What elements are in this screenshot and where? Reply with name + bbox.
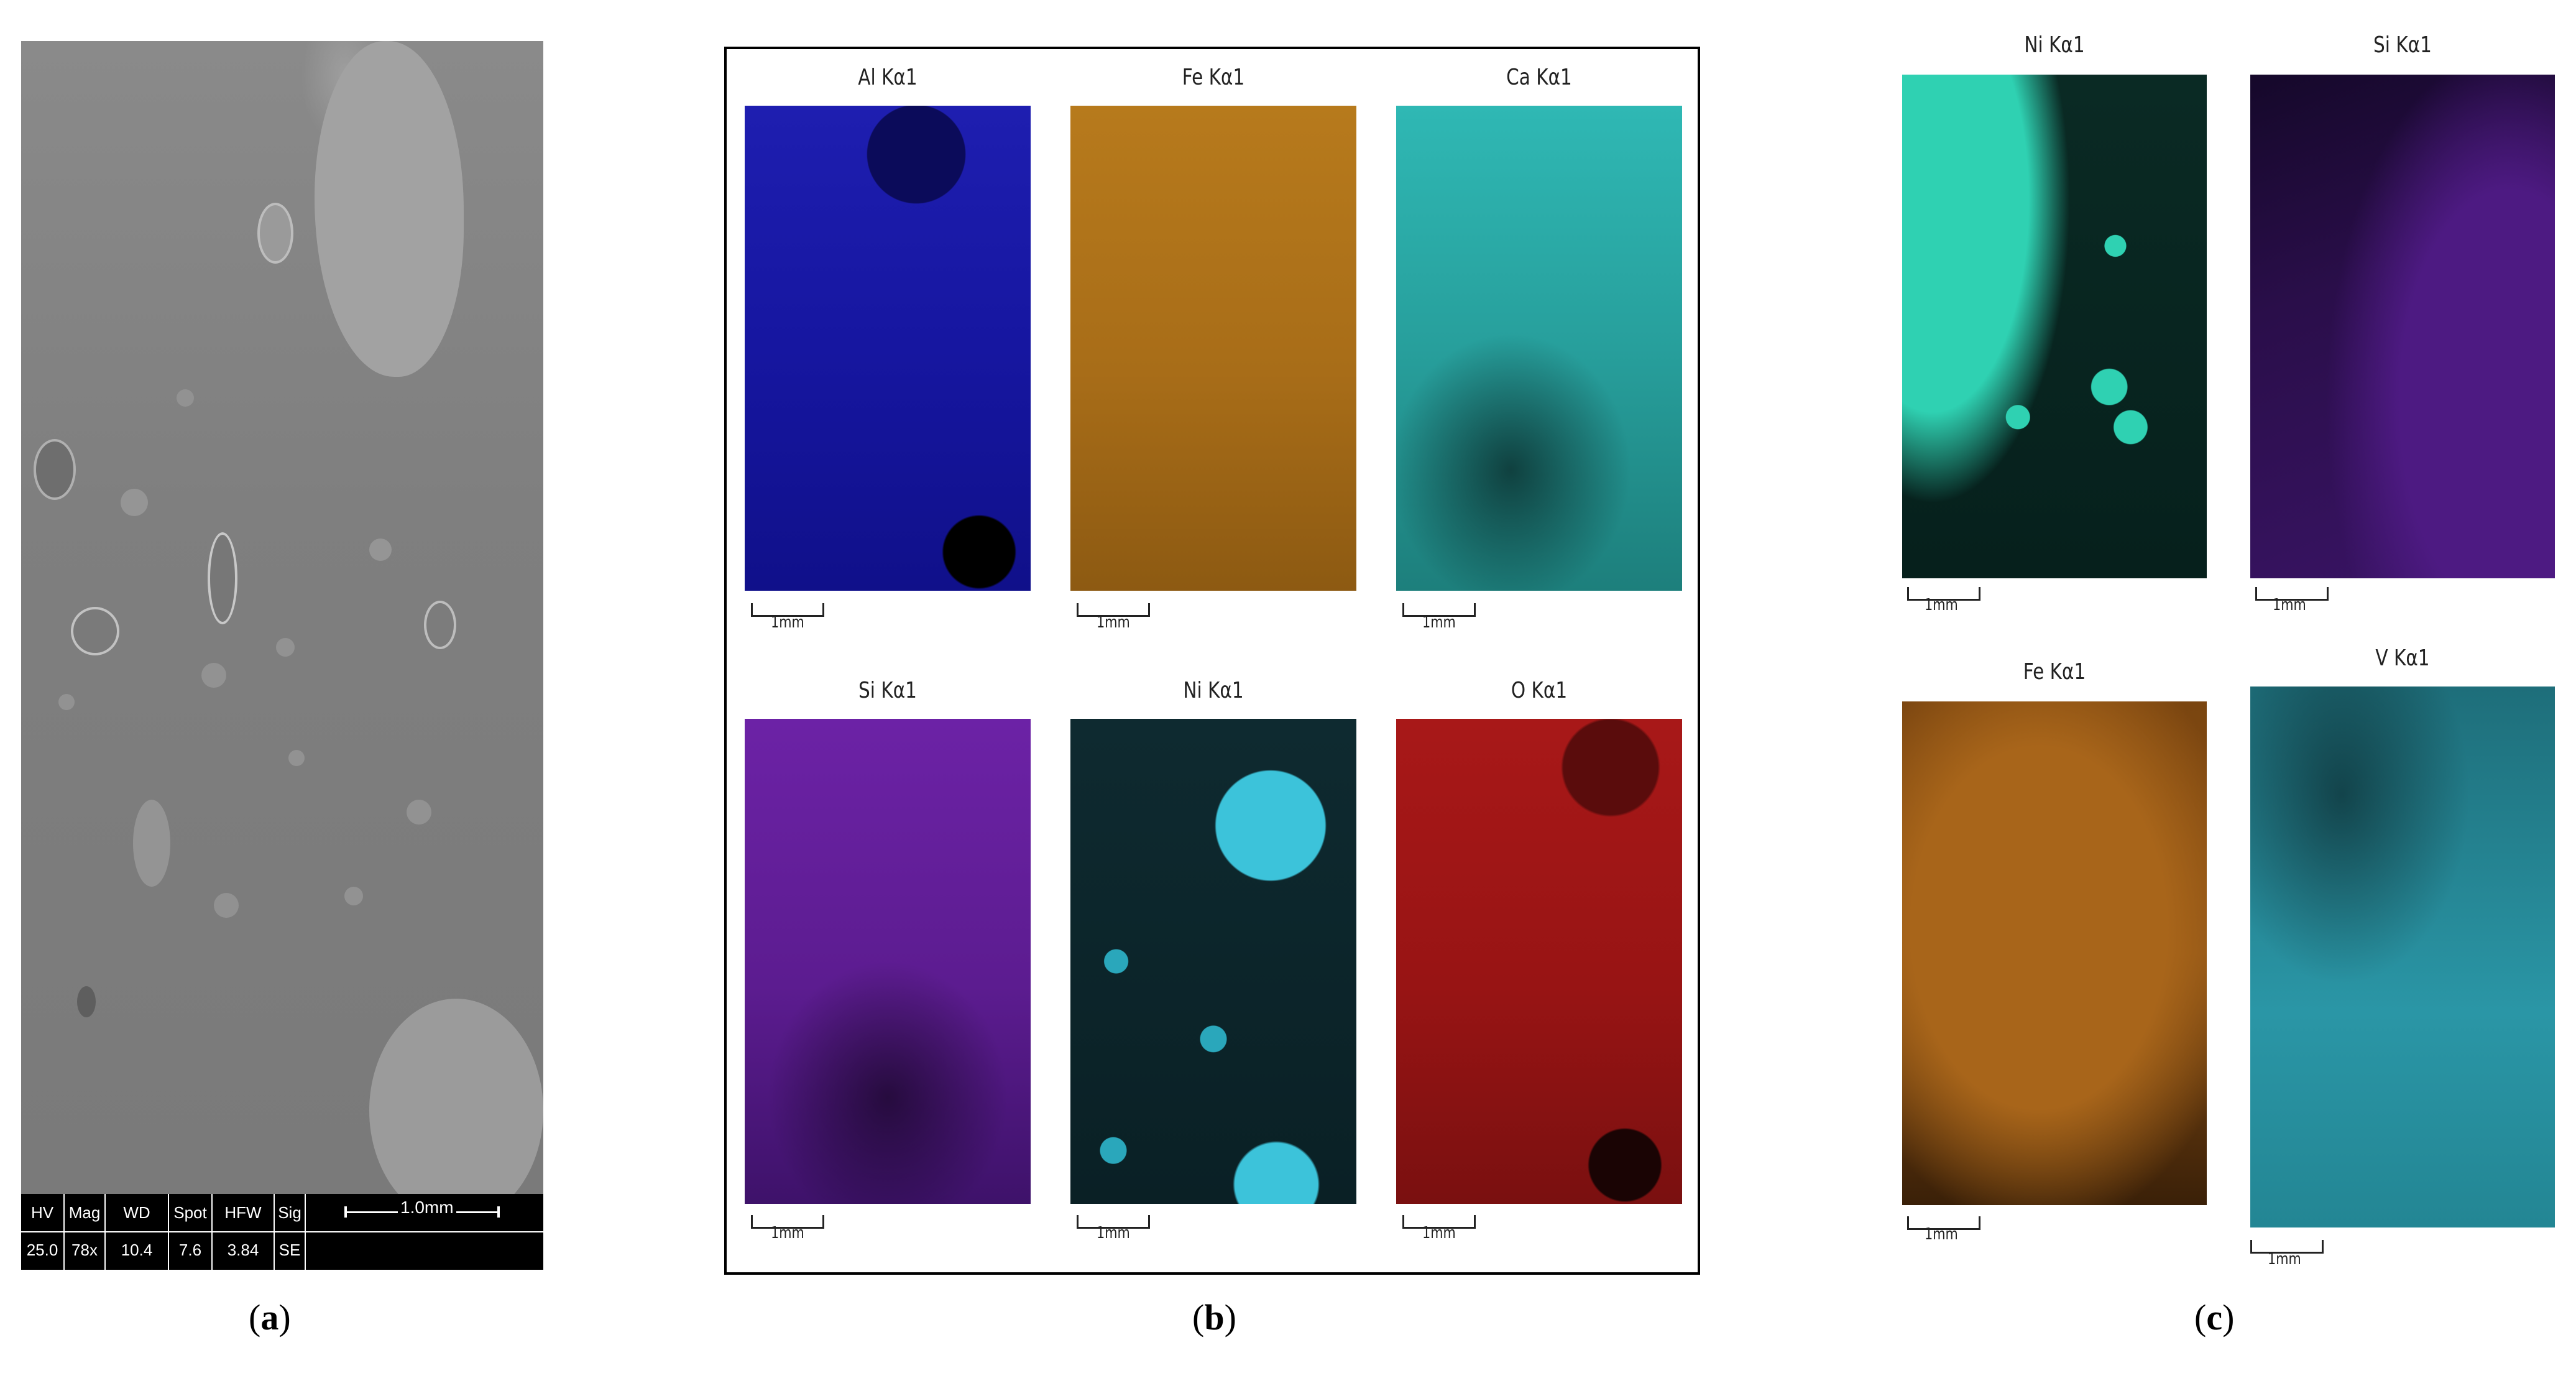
map-title: Si Kα1 — [2373, 32, 2432, 58]
scale-bar — [1907, 587, 1980, 601]
v-map — [2250, 686, 2555, 1227]
panel-c-label: (c) — [2194, 1297, 2235, 1338]
spot — [177, 389, 194, 407]
databar-header: Spot — [173, 1203, 207, 1222]
pore — [71, 607, 119, 655]
scale-label: 1mm — [1925, 596, 1958, 614]
map-title: Ca Kα1 — [1506, 65, 1572, 90]
pore — [34, 439, 76, 500]
scale-label: 1mm — [1097, 613, 1130, 632]
scale-label: 1mm — [1925, 1225, 1958, 1244]
databar-header: WD — [123, 1203, 150, 1222]
databar-header: HFW — [224, 1203, 262, 1222]
sem-scalebar-label: 1.0mm — [398, 1198, 456, 1218]
map-title: Ni Kα1 — [2024, 32, 2085, 58]
panel-b-label: (b) — [1192, 1297, 1236, 1338]
databar-header: Mag — [68, 1203, 101, 1222]
grain-large-top — [315, 41, 464, 377]
spot — [214, 893, 239, 918]
databar-value: 25.0 kV — [26, 1241, 58, 1297]
map-title: O Kα1 — [1511, 678, 1568, 703]
pore — [77, 986, 96, 1017]
spot — [344, 887, 363, 905]
databar-value: SE — [278, 1241, 301, 1259]
pore — [424, 601, 456, 649]
pore — [257, 203, 293, 264]
map-title: Si Kα1 — [858, 678, 917, 703]
grain-large-bottom — [369, 999, 543, 1194]
al-map — [745, 106, 1031, 591]
spot — [58, 694, 75, 710]
scale-bar — [1402, 1215, 1476, 1229]
si-map — [745, 719, 1031, 1204]
spot — [276, 638, 295, 657]
databar-value: 3.84 mm — [227, 1241, 259, 1297]
si-map — [2250, 75, 2555, 578]
map-title: Ni Kα1 — [1183, 678, 1244, 703]
scale-bar — [751, 603, 824, 617]
map-title: Al Kα1 — [858, 65, 918, 90]
ni-map — [1902, 75, 2207, 578]
scale-label: 1mm — [2273, 596, 2306, 614]
scale-label: 1mm — [1422, 613, 1456, 632]
scale-label: 1mm — [1422, 1224, 1456, 1242]
scale-label: 1mm — [771, 1224, 804, 1242]
spot — [201, 663, 226, 688]
databar-value: 10.4 mm — [121, 1241, 153, 1297]
o-map — [1396, 719, 1682, 1204]
pore — [208, 532, 237, 624]
grain-medium — [133, 800, 170, 887]
map-title: Fe Kα1 — [1182, 65, 1245, 90]
scale-label: 1mm — [1097, 1224, 1130, 1242]
fe-map — [1070, 106, 1356, 591]
databar-header: Sig — [278, 1203, 301, 1222]
scale-bar — [1077, 1215, 1150, 1229]
spot — [369, 539, 392, 561]
spot — [121, 489, 148, 516]
scale-bar — [1077, 603, 1150, 617]
scale-bar — [2250, 1240, 2324, 1254]
spot — [288, 750, 305, 766]
scale-label: 1mm — [771, 613, 804, 632]
ca-map — [1396, 106, 1682, 591]
scale-bar — [1402, 603, 1476, 617]
panel-a-label: (a) — [249, 1297, 291, 1338]
sem-micrograph — [21, 41, 543, 1194]
spot — [407, 800, 431, 825]
map-title: Fe Kα1 — [2023, 659, 2086, 685]
scale-label: 1mm — [2268, 1250, 2301, 1269]
ni-map — [1070, 719, 1356, 1204]
map-title: V Kα1 — [2375, 645, 2430, 671]
fe-map — [1902, 701, 2207, 1205]
scale-bar — [751, 1215, 824, 1229]
scale-bar — [2255, 587, 2329, 601]
databar-value: 7.6 — [178, 1241, 202, 1259]
sem-databar: HV Mag WD Spot HFW Sig 25.0 kV 78x 10.4 … — [21, 1194, 543, 1297]
databar-header: HV — [30, 1203, 54, 1222]
scale-bar — [1907, 1216, 1980, 1230]
databar-value: 78x — [71, 1241, 98, 1259]
